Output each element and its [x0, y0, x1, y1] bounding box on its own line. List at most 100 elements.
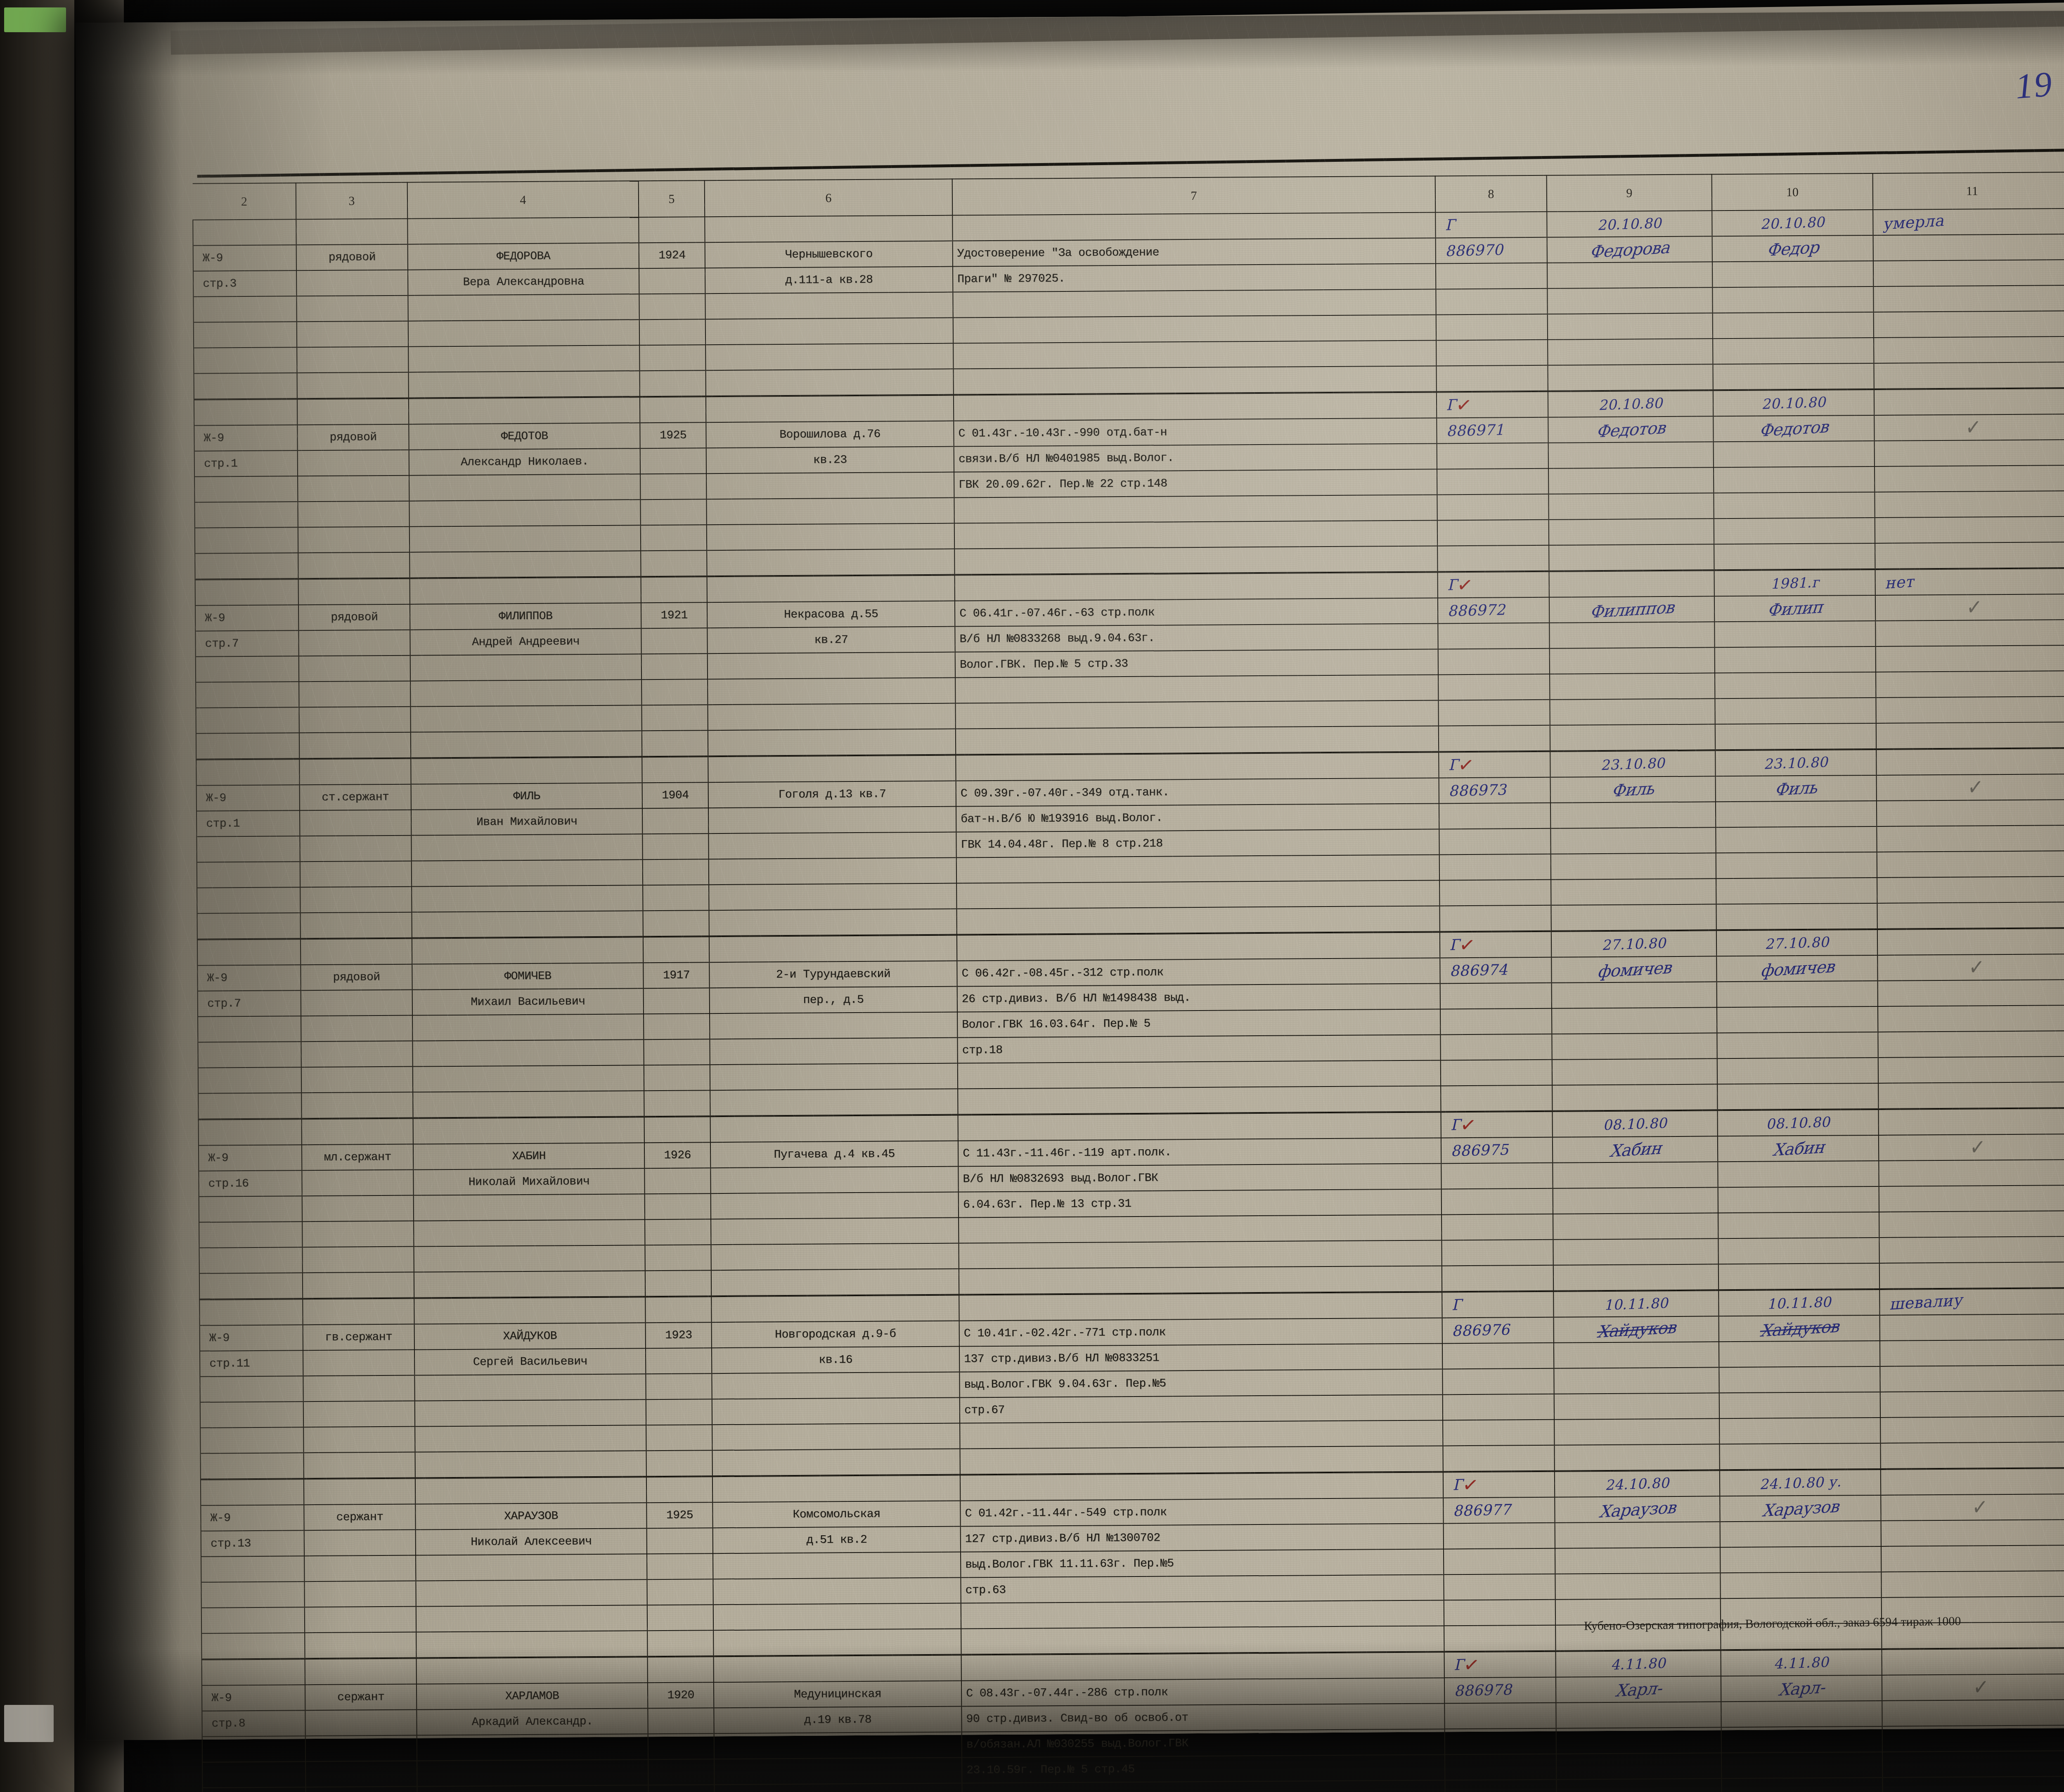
cell-col8-registry[interactable]: Г✓886973	[1439, 752, 1551, 933]
cell-col5[interactable]: 1925	[646, 1477, 714, 1657]
table-row[interactable]: Ж-9стр.8сержантХАРЛАМОВАркадий Александр…	[202, 1648, 2064, 1792]
cell-col7[interactable]: С 11.43г.-11.46г.-119 арт.полк.В/б НЛ №0…	[958, 1112, 1442, 1295]
cell-col9-issue[interactable]: 20.10.80Федорова	[1547, 211, 1713, 391]
cell-col5[interactable]: 1925	[640, 397, 707, 577]
cell-col7[interactable]: С 10.41г.-02.42г.-771 стр.полк137 стр.ди…	[959, 1292, 1443, 1475]
cell-col3[interactable]: мл.сержант	[302, 1119, 414, 1300]
ruled-line	[1716, 827, 1876, 853]
cell-col6[interactable]: 2-и Турундаевскийпер., д.5	[709, 935, 958, 1117]
cell-col8-registry[interactable]: Г✓886975	[1441, 1112, 1554, 1293]
cell-col8-registry[interactable]: Г886970	[1435, 212, 1548, 393]
cell-col8-registry[interactable]: Г✓886978	[1444, 1652, 1557, 1792]
cell-col9-issue[interactable]: 23.10.80Филь	[1550, 750, 1716, 931]
cell-col4[interactable]: ФОМИЧЕВМихаил Васильевич	[412, 937, 644, 1118]
table-row[interactable]: Ж-9стр.7рядовойФОМИЧЕВМихаил Васильевич1…	[197, 928, 2064, 1120]
ruled-line: Ж-9	[200, 1325, 303, 1352]
cell-col2[interactable]: Ж-9стр.1	[194, 399, 298, 580]
cell-col2[interactable]: Ж-9стр.7	[197, 939, 302, 1120]
cell-col8-registry[interactable]: Г886976	[1442, 1292, 1555, 1472]
cell-col5[interactable]: 1923	[645, 1297, 712, 1477]
cell-col6[interactable]: Гоголя д.13 кв.7	[708, 755, 957, 937]
cell-col4[interactable]: ХАБИННиколай Михайлович	[413, 1117, 646, 1298]
table-row[interactable]: Ж-9стр.1ст.сержантФИЛЬИван Михайлович190…	[196, 748, 2064, 940]
cell-col10-receipt[interactable]: 27.10.80фомичев	[1716, 930, 1879, 1110]
cell-col3[interactable]: рядовой	[301, 939, 413, 1120]
cell-col9-issue[interactable]: 27.10.80фомичев	[1551, 930, 1718, 1111]
cell-col6[interactable]: Медуницинскаяд.19 кв.78	[714, 1655, 963, 1792]
cell-col10-receipt[interactable]: 1981.гФилип	[1714, 570, 1877, 750]
cell-col10-receipt[interactable]: 20.10.80Федотов	[1713, 390, 1875, 571]
cell-col3[interactable]: гв.сержант	[303, 1299, 415, 1480]
cell-col7[interactable]: С 09.39г.-07.40г.-349 отд.танк.бат-н.В/б…	[956, 752, 1440, 935]
cell-col8-registry[interactable]: Г✓886972	[1438, 572, 1550, 753]
cell-col8-registry[interactable]: Г✓886977	[1443, 1472, 1556, 1652]
cell-col5[interactable]: 1924	[639, 217, 706, 397]
table-row[interactable]: Ж-9стр.3рядовойФЕДОРОВАВера Александровн…	[193, 208, 2064, 400]
cell-col10-receipt[interactable]: 10.11.80Хайдуков	[1718, 1290, 1881, 1470]
cell-col10-receipt[interactable]: 08.10.80Хабин	[1718, 1110, 1880, 1290]
cell-col8-registry[interactable]: Г✓886971	[1437, 392, 1549, 573]
cell-col4[interactable]: ХАРЛАМОВАркадий Александр.	[417, 1657, 649, 1792]
cell-col3[interactable]: рядовой	[296, 219, 409, 400]
cell-col9-issue[interactable]: 20.10.80Федотов	[1548, 391, 1714, 571]
cell-col11-note[interactable]: ✓	[1882, 1648, 2064, 1792]
cell-col3[interactable]: рядовой	[297, 399, 410, 580]
ruled-line	[305, 1581, 415, 1608]
cell-col3[interactable]: рядовой	[298, 579, 411, 760]
cell-col5[interactable]: 1904	[642, 757, 709, 937]
cell-col11-note[interactable]: нет✓	[1875, 568, 2064, 750]
cell-col9-issue[interactable]: 08.10.80Хабин	[1553, 1110, 1719, 1291]
cell-col11-note[interactable]: ✓	[1876, 748, 2064, 930]
cell-col10-receipt[interactable]: 4.11.80Харл-	[1721, 1650, 1883, 1792]
cell-col3[interactable]: ст.сержант	[299, 759, 412, 940]
cell-col7[interactable]: С 08.43г.-07.44г.-286 стр.полк90 стр.див…	[961, 1652, 1446, 1792]
cell-col5[interactable]: 1926	[644, 1117, 712, 1297]
cell-col10-receipt[interactable]: 20.10.80Федор	[1712, 210, 1874, 391]
cell-col7[interactable]: С 06.42г.-08.45г.-312 стр.полк26 стр.див…	[957, 932, 1441, 1115]
cell-col2[interactable]: Ж-9стр.3	[193, 219, 297, 400]
cell-col9-issue[interactable]: 4.11.80Харл-	[1556, 1650, 1722, 1792]
cell-col11-note[interactable]: ✓	[1874, 388, 2064, 570]
cell-col2[interactable]: Ж-9стр.8	[202, 1659, 306, 1792]
table-row[interactable]: Ж-9стр.13сержантХАРАУЗОВНиколай Алексеев…	[201, 1468, 2064, 1660]
cell-col4[interactable]: ХАЙДУКОВСергей Васильевич	[414, 1297, 646, 1478]
cell-col5[interactable]: 1920	[648, 1657, 715, 1792]
cell-col7[interactable]: С 06.41г.-07.46г.-63 стр.полкВ/б НЛ №083…	[955, 572, 1439, 755]
table-row[interactable]: Ж-9стр.7рядовойФИЛИППОВАндрей Андреевич1…	[195, 568, 2064, 760]
cell-col7[interactable]: С 01.42г.-11.44г.-549 стр.полк127 стр.ди…	[960, 1472, 1444, 1655]
cell-col4[interactable]: ФЕДОТОВАлександр Николаев.	[409, 397, 641, 578]
cell-col3[interactable]: сержант	[305, 1659, 418, 1792]
cell-col2[interactable]: Ж-9стр.11	[199, 1299, 304, 1480]
cell-col6[interactable]: Новгородская д.9-бкв.16	[711, 1295, 960, 1477]
ruled-line	[198, 913, 300, 940]
cell-col9-issue[interactable]: Филиппов	[1549, 571, 1716, 751]
cell-col2[interactable]: Ж-9стр.1	[196, 759, 301, 940]
cell-col7[interactable]: С 01.43г.-10.43г.-990 отд.бат-нсвязи.В/б…	[954, 392, 1438, 575]
cell-col11-note[interactable]: ✓	[1877, 928, 2064, 1110]
cell-col6[interactable]: Ворошилова д.76кв.23	[706, 395, 955, 577]
table-row[interactable]: Ж-9стр.11гв.сержантХАЙДУКОВСергей Василь…	[199, 1288, 2064, 1480]
cell-col6[interactable]: Пугачева д.4 кв.45	[710, 1115, 959, 1297]
cell-col4[interactable]: ХАРАУЗОВНиколай Алексеевич	[415, 1477, 648, 1658]
cell-col2[interactable]: Ж-9стр.7	[195, 579, 300, 760]
cell-col6[interactable]: Чернышевскогод.111-а кв.28	[705, 215, 954, 397]
cell-col4[interactable]: ФИЛЬИван Михайлович	[411, 757, 643, 938]
cell-col5[interactable]: 1917	[643, 937, 710, 1117]
cell-col9-issue[interactable]: 10.11.80Хайдуков	[1553, 1290, 1720, 1471]
cell-col10-receipt[interactable]: 23.10.80Филь	[1715, 750, 1877, 930]
cell-col5[interactable]: 1921	[641, 577, 708, 757]
table-row[interactable]: Ж-9стр.1рядовойФЕДОТОВАлександр Николаев…	[194, 388, 2064, 580]
cell-col7[interactable]: Удостоверение "За освобождениеПраги" № 2…	[952, 212, 1437, 395]
cell-col11-note[interactable]: ✓	[1879, 1108, 2064, 1290]
cell-col3[interactable]: сержант	[304, 1479, 417, 1659]
cell-col11-note[interactable]: умерла	[1873, 208, 2064, 390]
cell-col6[interactable]: Некрасова д.55кв.27	[707, 575, 956, 757]
cell-col6[interactable]: Комсомольскаяд.51 кв.2	[712, 1475, 961, 1657]
table-row[interactable]: Ж-9стр.16мл.сержантХАБИННиколай Михайлов…	[199, 1108, 2064, 1300]
cell-col2[interactable]: Ж-9стр.16	[199, 1119, 303, 1300]
cell-col8-registry[interactable]: Г✓886974	[1440, 932, 1553, 1113]
cell-col4[interactable]: ФЕДОРОВАВера Александровна	[407, 217, 640, 398]
cell-col2[interactable]: Ж-9стр.13	[201, 1479, 305, 1660]
cell-col4[interactable]: ФИЛИППОВАндрей Андреевич	[410, 577, 642, 758]
cell-col11-note[interactable]: шевалиу	[1879, 1288, 2064, 1470]
